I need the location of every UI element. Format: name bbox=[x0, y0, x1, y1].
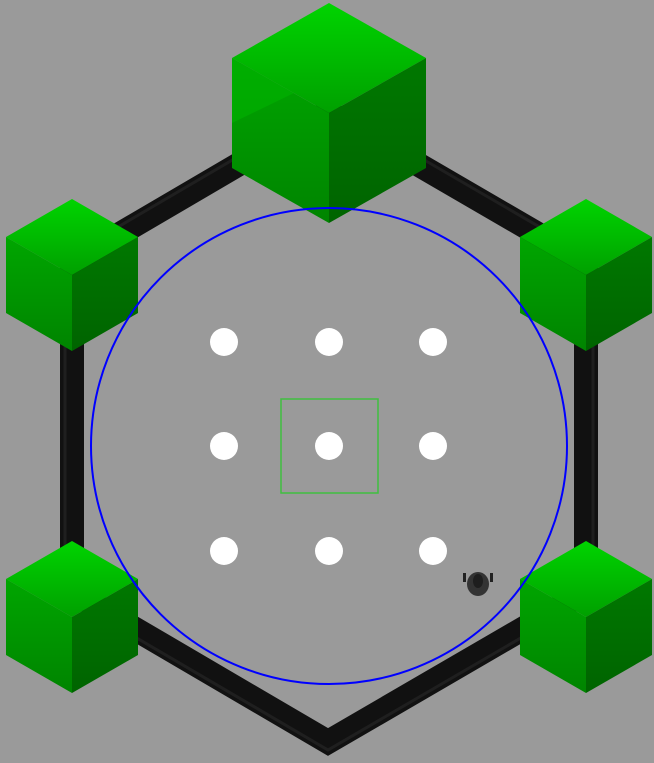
marker-grid bbox=[210, 328, 447, 565]
marker-dot bbox=[315, 328, 343, 356]
marker-dot bbox=[210, 432, 238, 460]
boundary-circle bbox=[90, 207, 568, 685]
robot-icon bbox=[463, 572, 493, 596]
marker-dot bbox=[210, 537, 238, 565]
green-cube-icon bbox=[520, 541, 652, 693]
marker-dot bbox=[315, 432, 343, 460]
green-cube-icon bbox=[232, 3, 426, 223]
marker-dot bbox=[419, 328, 447, 356]
marker-dot bbox=[419, 537, 447, 565]
green-cube-icon bbox=[6, 541, 138, 693]
green-cube-icon bbox=[520, 199, 652, 351]
marker-dot bbox=[419, 432, 447, 460]
marker-dot bbox=[210, 328, 238, 356]
marker-dot bbox=[315, 537, 343, 565]
green-cube-icon bbox=[6, 199, 138, 351]
target-zone-square bbox=[280, 398, 379, 494]
